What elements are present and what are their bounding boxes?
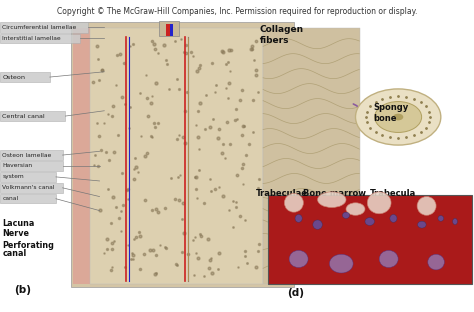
- Text: Bone marrow: Bone marrow: [303, 189, 365, 198]
- FancyBboxPatch shape: [268, 195, 472, 284]
- Text: Haversian: Haversian: [2, 163, 33, 168]
- FancyBboxPatch shape: [73, 28, 91, 284]
- Ellipse shape: [367, 192, 391, 214]
- FancyBboxPatch shape: [0, 150, 63, 160]
- Text: canal: canal: [2, 249, 27, 258]
- Circle shape: [374, 102, 422, 133]
- Text: Volkmann's canal: Volkmann's canal: [2, 185, 55, 190]
- Text: Collagen
fibers: Collagen fibers: [260, 25, 304, 45]
- Ellipse shape: [379, 250, 398, 267]
- Text: Osteon: Osteon: [2, 75, 26, 80]
- Text: system: system: [2, 174, 24, 179]
- Ellipse shape: [329, 254, 353, 273]
- Ellipse shape: [313, 220, 322, 229]
- Ellipse shape: [346, 203, 365, 215]
- Ellipse shape: [318, 192, 346, 207]
- Text: Lacuna: Lacuna: [2, 219, 35, 227]
- FancyBboxPatch shape: [170, 24, 173, 36]
- FancyBboxPatch shape: [0, 183, 63, 193]
- Text: canal: canal: [2, 196, 18, 201]
- FancyBboxPatch shape: [0, 172, 56, 182]
- Text: Osteon lamellae: Osteon lamellae: [2, 153, 52, 158]
- Ellipse shape: [342, 212, 349, 218]
- Ellipse shape: [365, 218, 374, 226]
- FancyBboxPatch shape: [0, 161, 63, 171]
- FancyBboxPatch shape: [0, 111, 65, 121]
- Text: Trabecula: Trabecula: [370, 189, 417, 198]
- FancyBboxPatch shape: [0, 72, 50, 82]
- Text: (b): (b): [14, 285, 31, 295]
- FancyBboxPatch shape: [71, 22, 294, 287]
- Ellipse shape: [417, 197, 436, 215]
- Text: (d): (d): [287, 288, 304, 298]
- Circle shape: [393, 114, 403, 120]
- Ellipse shape: [418, 221, 426, 228]
- Text: Copyright © The McGraw-Hill Companies, Inc. Permission required for reproduction: Copyright © The McGraw-Hill Companies, I…: [57, 7, 417, 16]
- FancyBboxPatch shape: [166, 24, 170, 36]
- Ellipse shape: [284, 193, 303, 212]
- Ellipse shape: [390, 215, 397, 222]
- Text: Trabeculae: Trabeculae: [256, 189, 308, 198]
- Text: Central canal: Central canal: [2, 114, 45, 119]
- Text: Nerve: Nerve: [2, 230, 29, 238]
- Ellipse shape: [295, 215, 302, 222]
- Text: Spongy
bone: Spongy bone: [374, 103, 409, 123]
- FancyBboxPatch shape: [0, 34, 80, 43]
- Ellipse shape: [428, 254, 445, 270]
- Ellipse shape: [453, 218, 457, 225]
- Ellipse shape: [438, 216, 444, 221]
- Text: Perforating: Perforating: [2, 241, 54, 250]
- FancyBboxPatch shape: [0, 22, 88, 33]
- Text: Interstitial lamellae: Interstitial lamellae: [2, 36, 61, 41]
- FancyBboxPatch shape: [263, 28, 360, 284]
- Circle shape: [356, 89, 441, 145]
- FancyBboxPatch shape: [90, 28, 263, 284]
- Ellipse shape: [289, 250, 308, 267]
- Text: Circumferential lamellae: Circumferential lamellae: [2, 25, 77, 30]
- FancyBboxPatch shape: [159, 21, 179, 36]
- FancyBboxPatch shape: [0, 194, 56, 203]
